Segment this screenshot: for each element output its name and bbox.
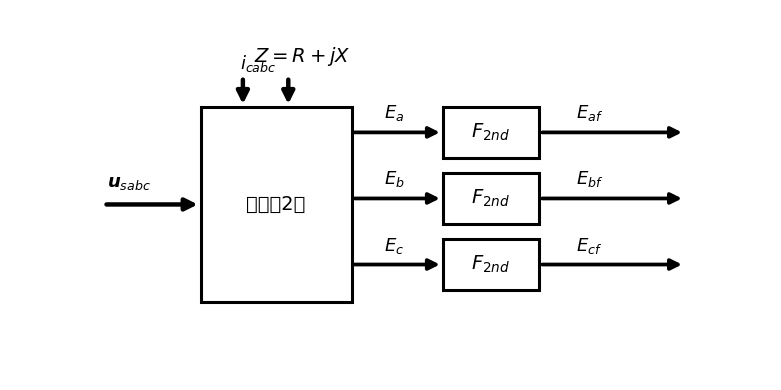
Text: $E_b$: $E_b$	[383, 169, 405, 190]
Text: $\boldsymbol{u}_{sabc}$: $\boldsymbol{u}_{sabc}$	[107, 174, 151, 192]
Text: $E_{af}$: $E_{af}$	[576, 103, 603, 123]
Bar	[443, 107, 540, 158]
Bar	[443, 173, 540, 224]
Text: $E_{cf}$: $E_{cf}$	[576, 236, 602, 255]
Text: $i_{cabc}$: $i_{cabc}$	[240, 53, 276, 74]
Bar	[201, 107, 351, 302]
Text: $F_{2nd}$: $F_{2nd}$	[472, 122, 511, 143]
Text: $E_c$: $E_c$	[383, 236, 404, 255]
Bar	[443, 239, 540, 290]
Text: $Z = R + jX$: $Z = R + jX$	[254, 45, 350, 68]
Text: 公式（2）: 公式（2）	[247, 195, 306, 214]
Text: $F_{2nd}$: $F_{2nd}$	[472, 254, 511, 275]
Text: $E_a$: $E_a$	[383, 103, 404, 123]
Text: $F_{2nd}$: $F_{2nd}$	[472, 188, 511, 209]
Text: $E_{bf}$: $E_{bf}$	[576, 169, 603, 190]
